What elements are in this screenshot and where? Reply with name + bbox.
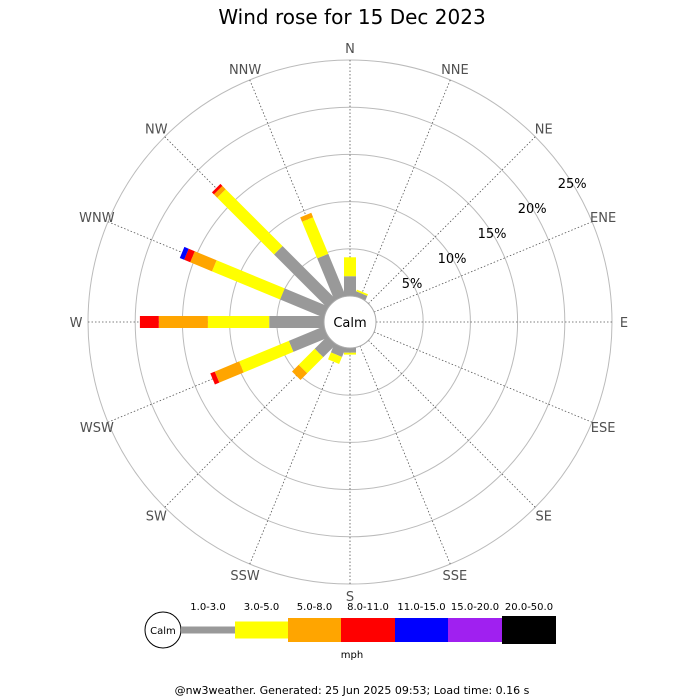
direction-label-nw: NW	[145, 122, 168, 137]
direction-label-sse: SSE	[443, 569, 468, 584]
bar-nw-1	[217, 189, 283, 255]
bar-sw-2	[292, 364, 308, 380]
bar-wsw-3	[210, 371, 220, 385]
direction-label-sw: SW	[146, 510, 167, 525]
direction-label-s: S	[346, 590, 354, 605]
ring-label: 25%	[558, 177, 587, 192]
legend-label-0: 1.0-3.0	[190, 602, 225, 613]
legend-label-6: 20.0-50.0	[505, 602, 553, 613]
legend-label-3: 8.0-11.0	[347, 602, 389, 613]
direction-label-ese: ESE	[591, 421, 616, 436]
wind-bars	[139, 183, 368, 385]
legend-swatch-1	[235, 621, 288, 639]
bar-wsw-2	[214, 361, 244, 383]
bar-nnw-1	[302, 217, 329, 259]
legend-label-4: 11.0-15.0	[397, 602, 445, 613]
direction-spoke	[359, 79, 451, 299]
bar-wnw-3	[184, 248, 195, 263]
bar-nw-0	[274, 246, 336, 308]
bar-nnw-0	[317, 253, 346, 301]
bar-wsw-0	[288, 326, 329, 352]
bar-nne-0	[354, 291, 368, 301]
bar-w-0	[269, 316, 324, 328]
chart-title: Wind rose for 15 Dec 2023	[218, 5, 485, 29]
direction-label-n: N	[345, 42, 355, 57]
legend-swatch-2	[288, 618, 341, 642]
ring-label: 20%	[518, 202, 547, 217]
legend-swatch-3	[341, 618, 395, 642]
bar-s-1	[344, 352, 356, 355]
direction-spoke	[368, 340, 536, 508]
calm-label: Calm	[333, 316, 366, 331]
bar-s-0	[344, 348, 356, 353]
direction-spoke	[368, 136, 536, 304]
grid-ring	[134, 106, 566, 538]
direction-label-wnw: WNW	[79, 211, 115, 226]
bar-wsw-1	[239, 340, 294, 373]
bar-wnw-2	[190, 251, 217, 272]
bar-w-1	[207, 316, 270, 328]
direction-label-e: E	[620, 316, 628, 331]
calm-circle	[323, 295, 377, 349]
bar-wnw-4	[179, 246, 189, 260]
bar-sw-0	[314, 336, 336, 358]
legend-label-2: 5.0-8.0	[297, 602, 332, 613]
legend-unit: mph	[341, 650, 363, 661]
bar-nw-2	[213, 185, 226, 198]
bar-wnw-0	[280, 288, 329, 318]
legend-swatch-6	[502, 616, 556, 644]
bar-n-0	[344, 276, 356, 296]
direction-spoke	[249, 345, 341, 565]
speed-legend: Calm 1.0-3.0 3.0-5.0 5.0-8.0 8.0-11.0 11.0-15…	[144, 602, 556, 661]
direction-label-se: SE	[535, 510, 551, 525]
ring-label: 15%	[478, 227, 507, 242]
bar-sw-1	[298, 348, 324, 374]
direction-label-ssw: SSW	[230, 569, 260, 584]
direction-label-ene: ENE	[590, 211, 616, 226]
direction-labels: N NNE NE ENE E ESE SE SSE S SSW SW WSW W WNW NW NNW	[70, 42, 629, 605]
ring-labels: 5% 10% 15% 20% 25%	[402, 177, 587, 292]
bar-ssw-1	[328, 352, 342, 364]
direction-label-ne: NE	[535, 122, 553, 137]
legend-swatch-4	[395, 618, 448, 642]
bar-nnw-2	[300, 212, 314, 222]
legend-label-5: 15.0-20.0	[451, 602, 499, 613]
bar-nw-3	[211, 183, 223, 195]
legend-calm-label: Calm	[150, 626, 176, 637]
direction-label-nne: NNE	[441, 63, 469, 78]
bar-w-2	[158, 316, 208, 328]
direction-spoke	[373, 221, 593, 313]
direction-spoke	[359, 345, 451, 565]
bar-nne-1	[356, 289, 368, 296]
bar-w-3	[139, 316, 159, 328]
direction-label-nnw: NNW	[229, 63, 261, 78]
legend-swatch-0	[181, 626, 235, 634]
ring-label: 5%	[402, 277, 423, 292]
footer-text: @nw3weather. Generated: 25 Jun 2025 09:5…	[175, 684, 530, 697]
bar-n-1	[344, 257, 356, 277]
direction-label-w: W	[70, 316, 83, 331]
direction-spoke	[373, 331, 593, 423]
direction-label-wsw: WSW	[80, 421, 114, 436]
legend-swatch-5	[448, 618, 502, 642]
bar-wnw-1	[212, 260, 285, 300]
legend-label-1: 3.0-5.0	[244, 602, 279, 613]
ring-label: 10%	[438, 252, 467, 267]
